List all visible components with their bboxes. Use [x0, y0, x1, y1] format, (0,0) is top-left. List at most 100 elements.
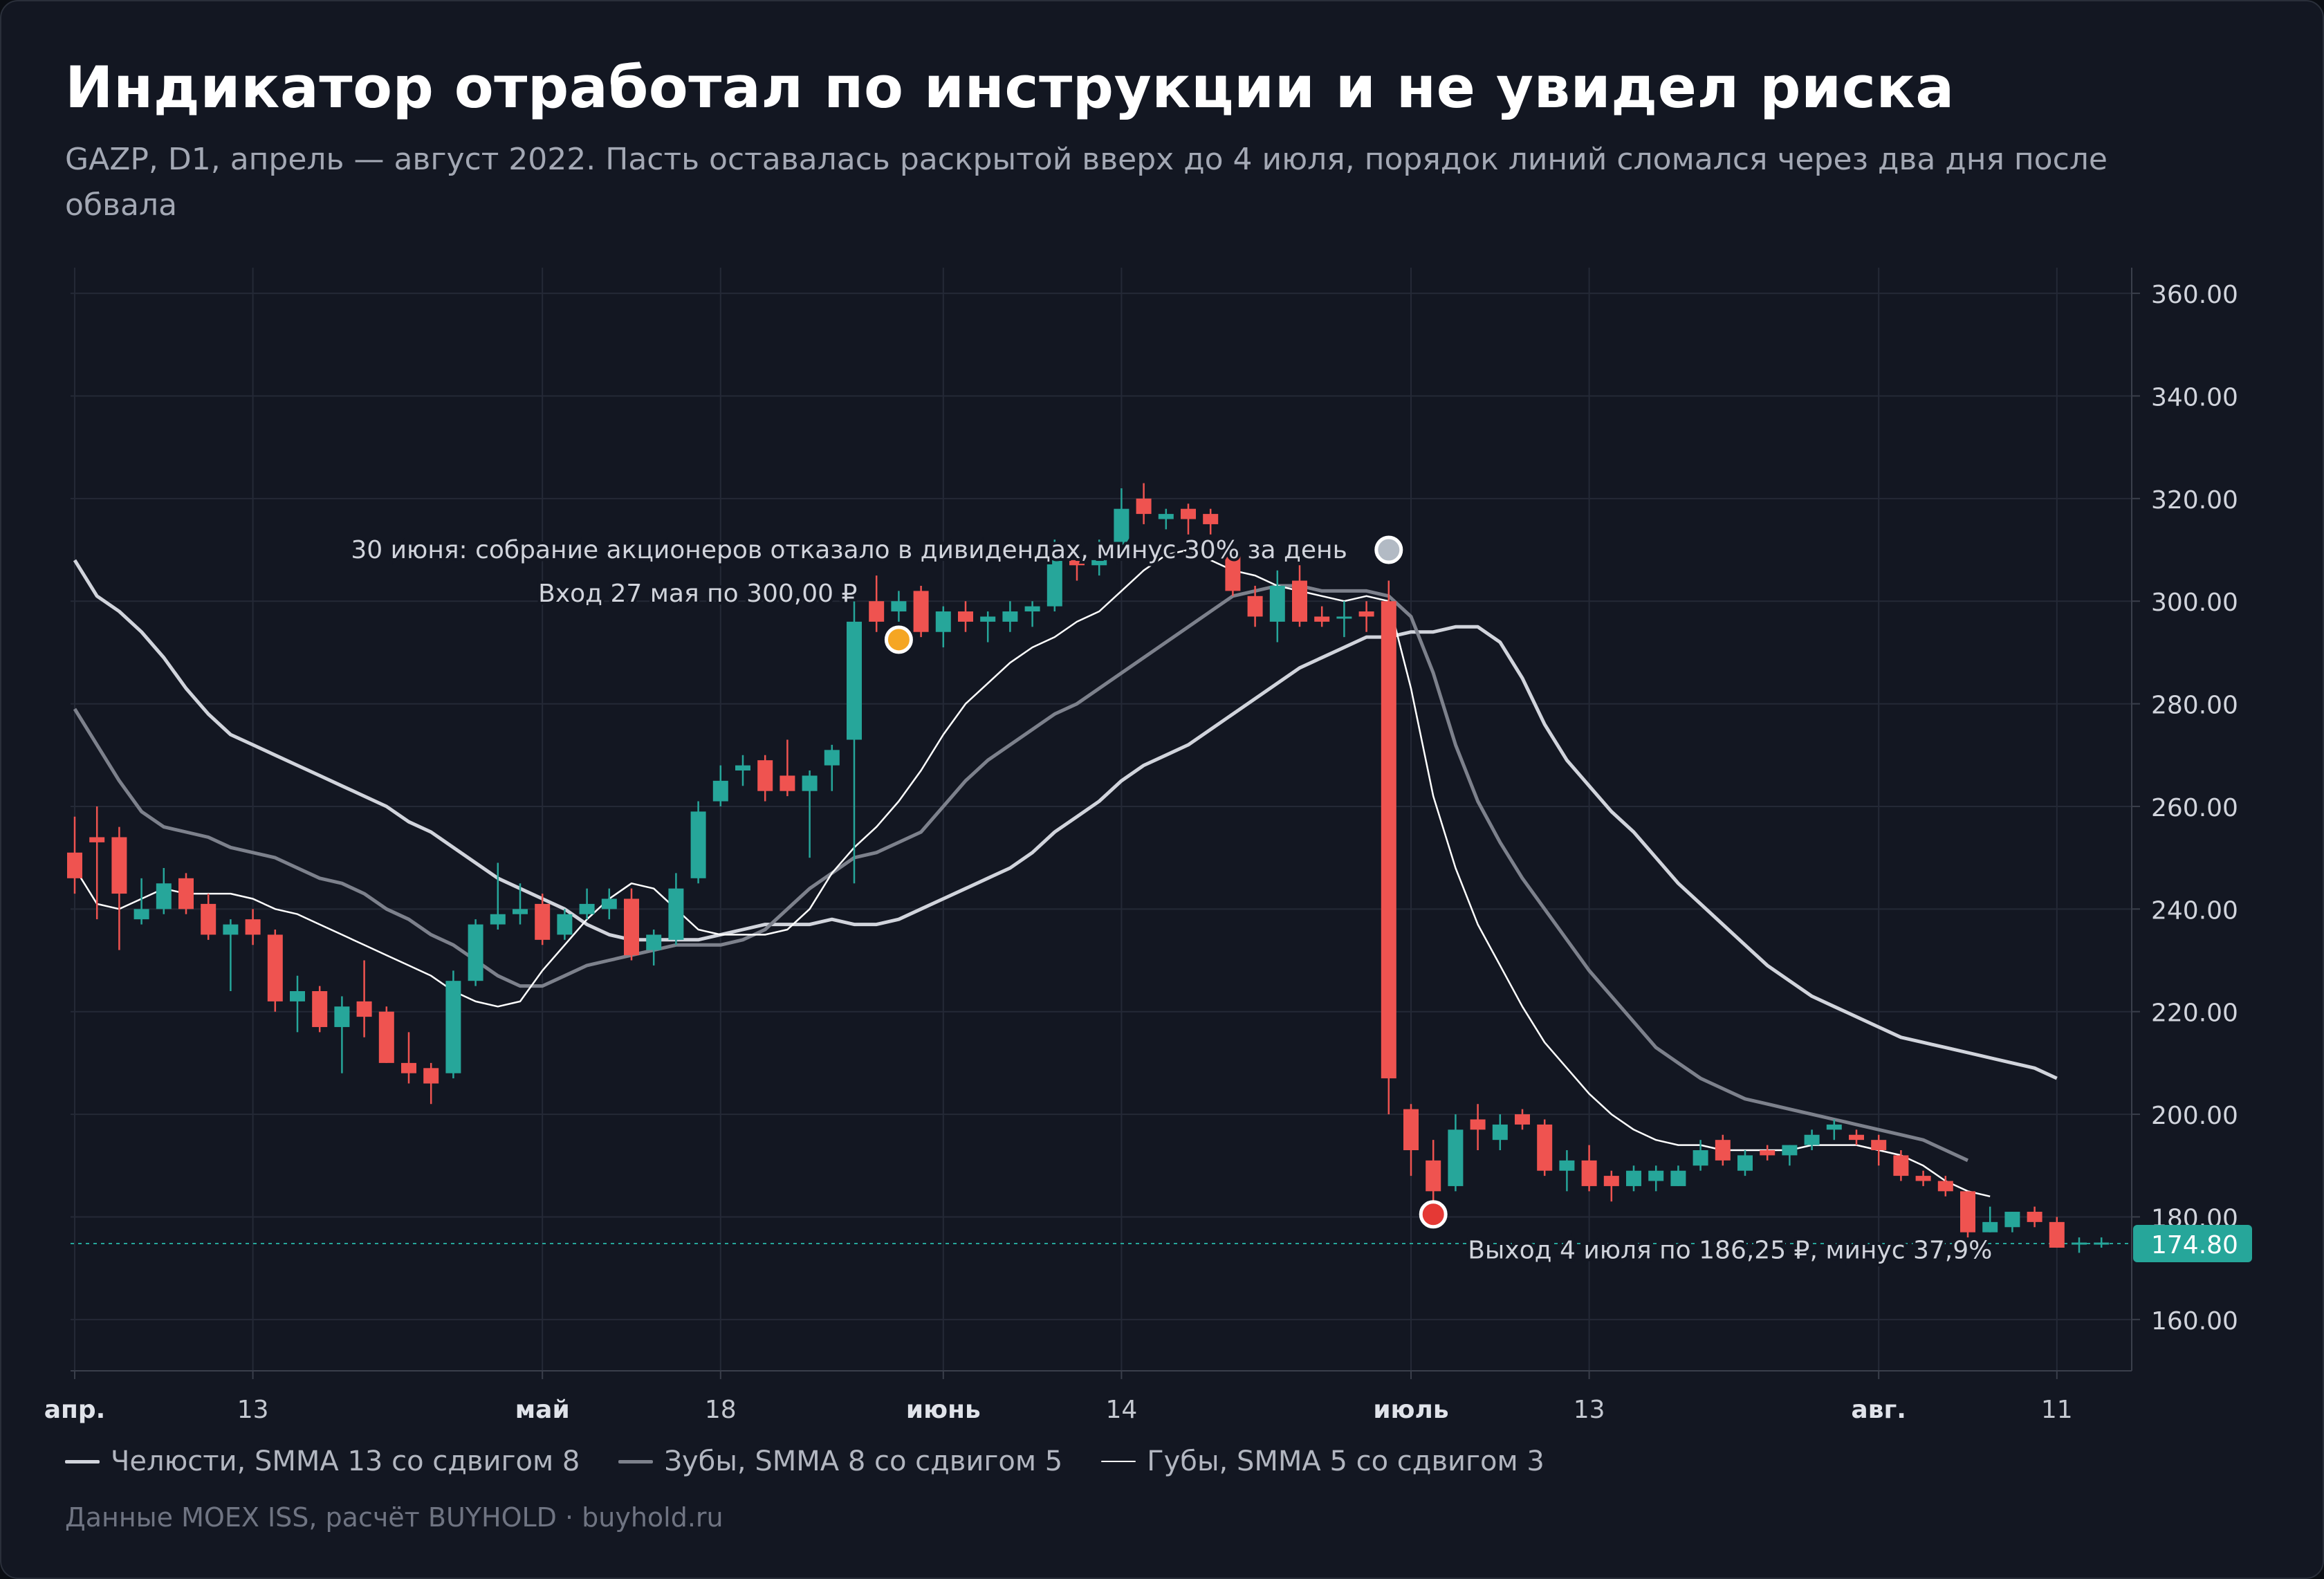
candle-body [267, 934, 283, 1001]
candle [1648, 1165, 1664, 1192]
candle-body [601, 898, 617, 909]
candlestick-chart: 160.00180.00200.00220.00240.00260.00280.… [44, 268, 2252, 1424]
candle [1492, 1114, 1508, 1150]
event-label: 30 июня: собрание акционеров отказало в … [351, 536, 1347, 564]
candle [1314, 606, 1330, 627]
candle-body [378, 1011, 394, 1063]
candle [1960, 1191, 1975, 1238]
x-tick-label: 14 [1105, 1396, 1137, 1424]
candle [780, 739, 795, 797]
candle-body [2004, 1212, 2020, 1228]
candle-body [1448, 1129, 1464, 1186]
candle-body [891, 601, 907, 612]
candle-body [67, 852, 82, 878]
candle-body [2072, 1242, 2087, 1245]
candle-body [89, 837, 105, 842]
candle-body [757, 760, 773, 791]
candle [1336, 601, 1352, 638]
legend-swatch-lips [1101, 1461, 1136, 1462]
candle [712, 765, 728, 806]
legend-item-lips: Губы, SMMA 5 со сдвигом 3 [1101, 1446, 1544, 1477]
candle-body [312, 991, 328, 1027]
candle-body [690, 811, 706, 878]
candle-body [1314, 616, 1330, 622]
candle [423, 1062, 439, 1105]
candle [468, 919, 483, 986]
candle [1292, 565, 1307, 627]
candle-body [1381, 601, 1396, 1079]
legend-item-teeth: Зубы, SMMA 8 со сдвигом 5 [618, 1446, 1062, 1477]
candle [1114, 488, 1129, 551]
candle-body [1091, 560, 1107, 566]
candle [1982, 1206, 1998, 1232]
candle-body [1046, 560, 1062, 607]
candle-body [1849, 1134, 1864, 1141]
candle-body [1581, 1160, 1597, 1186]
chart-subtitle: GAZP, D1, апрель — август 2022. Пасть ос… [65, 142, 2108, 223]
candle [267, 930, 283, 1012]
candle-body [1782, 1145, 1798, 1156]
candle-body [913, 591, 929, 632]
candle [2094, 1237, 2110, 1248]
chart-title: Индикатор отработал по инструкции и не у… [65, 54, 1955, 121]
candle [513, 883, 528, 925]
candle [646, 930, 662, 966]
event-marker [1374, 535, 1403, 564]
candle [1915, 1170, 1931, 1186]
candle [445, 970, 461, 1079]
candle-body [1492, 1124, 1508, 1141]
candle [1203, 508, 1219, 535]
y-tick-label: 360.00 [2151, 281, 2238, 309]
candle [1069, 550, 1085, 581]
candle-body [1626, 1170, 1641, 1186]
candle [869, 575, 885, 632]
candle-body [1737, 1155, 1753, 1171]
candle-body [1203, 514, 1219, 524]
candle-body [445, 981, 461, 1073]
legend-item-jaw: Челюсти, SMMA 13 со сдвигом 8 [65, 1446, 580, 1477]
candle-body [111, 837, 127, 894]
candle-body [958, 611, 973, 622]
candle [935, 606, 951, 647]
candle-body [980, 616, 996, 622]
candle [312, 986, 328, 1033]
candle-body [1693, 1150, 1708, 1166]
candle [847, 591, 862, 884]
last-price-tag [2133, 1225, 2252, 1263]
candle-body [1893, 1155, 1909, 1176]
source-note: Данные MOEX ISS, расчёт BUYHOLD · buyhol… [65, 1502, 723, 1533]
x-tick-label: 18 [705, 1396, 737, 1424]
legend-label-lips: Губы, SMMA 5 со сдвигом 3 [1147, 1446, 1544, 1477]
candle-body [1760, 1150, 1776, 1156]
candle [1247, 585, 1263, 627]
entry-label: Вход 27 мая по 300,00 ₽ [538, 580, 857, 608]
legend-label-jaw: Челюсти, SMMA 13 со сдвигом 8 [111, 1446, 580, 1477]
alligator-lines [73, 548, 2058, 1198]
candle [1626, 1165, 1641, 1192]
legend-swatch-jaw [65, 1459, 100, 1463]
candle-body [1225, 555, 1241, 591]
candle-body [869, 601, 885, 622]
axes-layer: 160.00180.00200.00220.00240.00260.00280.… [44, 268, 2252, 1424]
candles-layer [67, 483, 2110, 1253]
y-tick-label: 260.00 [2151, 794, 2238, 822]
candle-body [1336, 616, 1352, 619]
candle-body [1537, 1124, 1553, 1171]
candle [2049, 1217, 2065, 1248]
candle [1269, 570, 1285, 643]
candle [802, 770, 818, 858]
candle [891, 591, 907, 622]
candle [1693, 1140, 1708, 1171]
candle-body [535, 903, 551, 940]
candle-body [1603, 1176, 1619, 1186]
x-tick-label: июнь [906, 1396, 981, 1424]
candle [913, 585, 929, 638]
candle-body [1069, 560, 1085, 566]
candle-body [1937, 1181, 1953, 1192]
candle-body [1648, 1170, 1664, 1181]
y-tick-label: 320.00 [2151, 486, 2238, 515]
candle [1515, 1109, 1530, 1130]
candle [1804, 1129, 1820, 1150]
y-tick-label: 240.00 [2151, 896, 2238, 925]
candle [757, 755, 773, 802]
